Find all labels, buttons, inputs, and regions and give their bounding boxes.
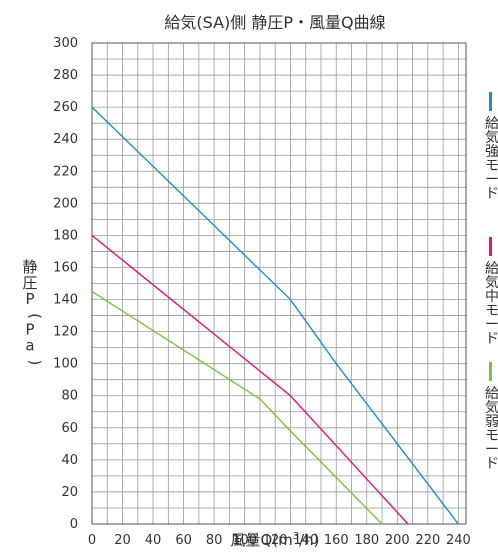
x-tick-label: 80 <box>206 533 223 548</box>
y-axis-label: 静圧P(Pa) <box>22 258 44 365</box>
x-tick-label: 200 <box>385 533 410 548</box>
y-tick-label: 160 <box>53 260 78 275</box>
x-tick-label: 40 <box>145 533 162 548</box>
y-label-char: P <box>25 320 34 338</box>
y-tick-label: 300 <box>53 36 78 51</box>
legend-label-char: 中 <box>485 289 498 305</box>
y-tick-label: 240 <box>53 132 78 147</box>
y-tick-label: 0 <box>70 517 78 532</box>
legend-swatch <box>489 92 492 111</box>
series-lines <box>91 106 459 525</box>
legend-label-char: ド <box>485 186 498 202</box>
legend-label-char: ー <box>485 172 498 188</box>
series-line-1 <box>91 106 459 525</box>
legend-label-char: モ <box>485 158 498 174</box>
legend-label-char: 気 <box>485 275 498 291</box>
y-tick-label: 180 <box>53 228 78 243</box>
x-tick-label: 220 <box>415 533 440 548</box>
x-tick-label: 180 <box>354 533 379 548</box>
plot-frame <box>91 42 467 525</box>
legend-label-char: モ <box>485 428 498 444</box>
legend-label-char: 給 <box>485 261 498 277</box>
y-label-char: a <box>25 336 34 354</box>
y-axis-ticks: 0 20 40 60 80 100 120 140 160 180 200 220 240 260 280 3… <box>53 36 78 532</box>
legend-label-char: 強 <box>485 144 498 160</box>
y-tick-label: 220 <box>53 164 78 179</box>
legend-label-char: 気 <box>485 400 498 416</box>
series-line-2 <box>91 234 409 525</box>
y-tick-label: 120 <box>53 325 78 340</box>
x-tick-label: 100 <box>232 533 257 548</box>
y-label-char: P <box>25 290 34 308</box>
y-tick-label: 80 <box>61 389 78 404</box>
y-tick-label: 20 <box>61 485 78 500</box>
y-label-char: ) <box>26 359 44 365</box>
y-label-char: ( <box>26 313 44 319</box>
legend-label-char: ー <box>485 317 498 333</box>
x-tick-label: 240 <box>446 533 471 548</box>
legend-label-char: 気 <box>485 130 498 146</box>
x-axis-ticks: 0 20 40 60 80 100 120 140 160 180 200 220 240 <box>88 533 471 548</box>
legend-swatch <box>489 237 492 256</box>
y-label-char: 静 <box>22 258 37 276</box>
y-tick-label: 140 <box>53 293 78 308</box>
grid <box>91 42 466 525</box>
legend-label-char: 給 <box>485 116 498 132</box>
y-tick-label: 260 <box>53 100 78 115</box>
x-tick-label: 140 <box>293 533 318 548</box>
legend-label-char: ー <box>485 442 498 458</box>
x-tick-label: 20 <box>114 533 131 548</box>
x-tick-label: 120 <box>263 533 288 548</box>
legend-label-char: ド <box>485 331 498 347</box>
x-tick-label: 60 <box>175 533 192 548</box>
legend-swatch <box>489 362 492 381</box>
legend-label-char: ド <box>485 456 498 472</box>
y-tick-label: 40 <box>61 453 78 468</box>
y-label-char: 圧 <box>22 274 37 292</box>
y-tick-label: 60 <box>61 421 78 436</box>
series-line-3 <box>91 290 383 525</box>
y-tick-label: 200 <box>53 196 78 211</box>
y-tick-label: 100 <box>53 357 78 372</box>
legend-label-char: 弱 <box>485 414 498 430</box>
chart-title: 給気(SA)側 静圧P・風量Q曲線 <box>164 13 385 32</box>
legend-label-char: 給 <box>485 386 498 402</box>
x-tick-label: 0 <box>88 533 96 548</box>
legend-label-char: モ <box>485 303 498 319</box>
x-axis-label: 風量Q(m3/h) <box>230 531 319 549</box>
y-tick-label: 280 <box>53 68 78 83</box>
x-tick-label: 160 <box>324 533 349 548</box>
